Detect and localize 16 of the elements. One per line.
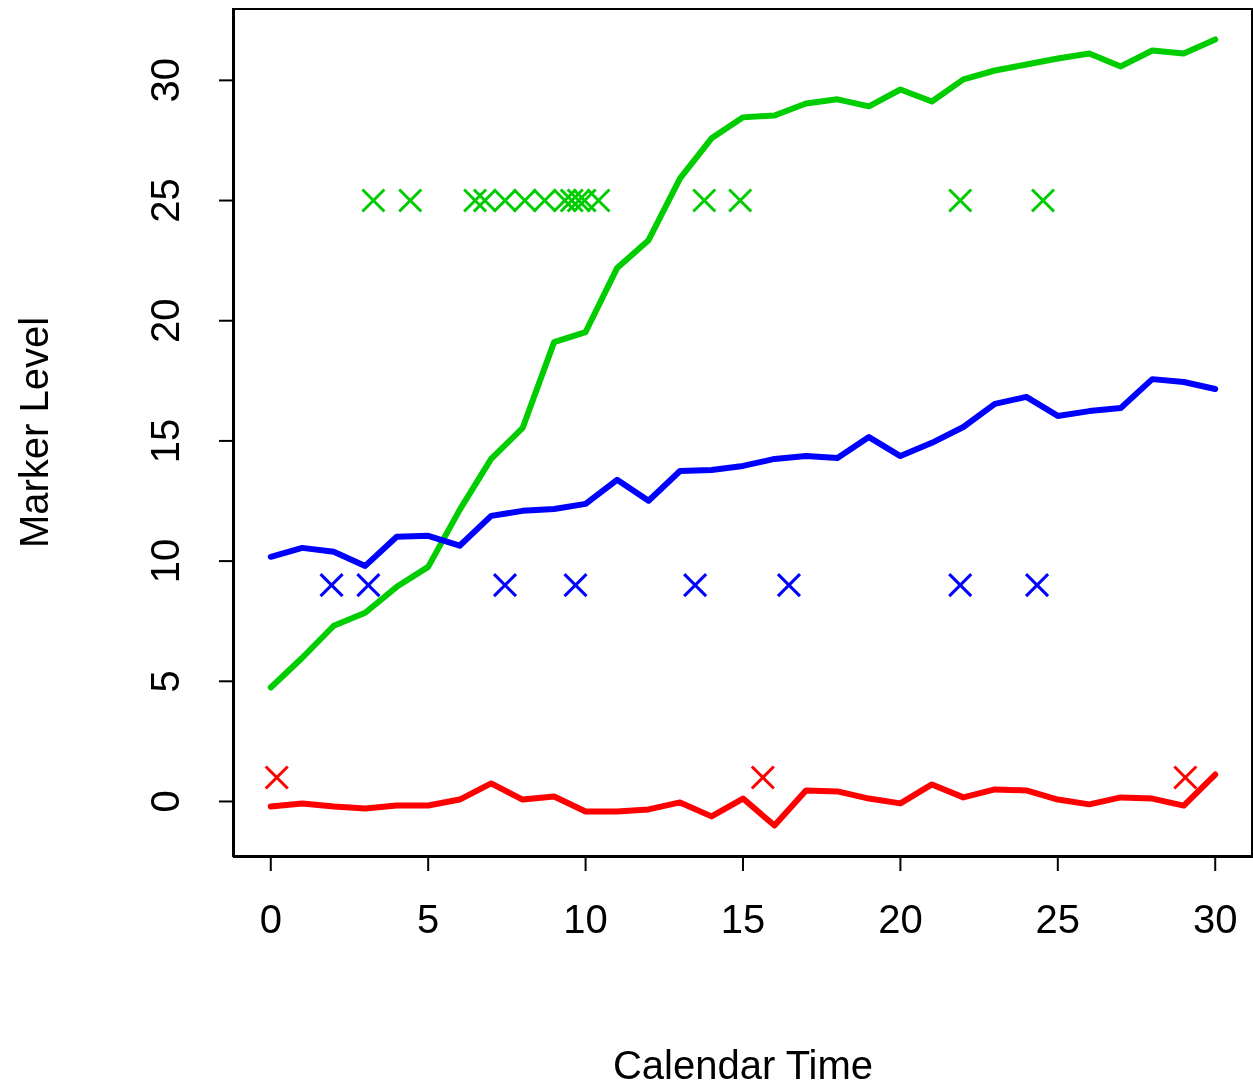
x-tick-label: 30: [1192, 897, 1238, 941]
y-tick-label: 15: [143, 418, 187, 464]
y-tick-label: 10: [143, 538, 187, 584]
x-axis-title: Calendar Time: [612, 1043, 874, 1081]
y-tick-label: 20: [143, 298, 187, 343]
y-tick-label: 25: [143, 178, 187, 223]
x-tick-label: 20: [878, 897, 923, 941]
y-tick-label: 0: [143, 790, 187, 813]
y-tick-label: 30: [143, 58, 187, 103]
x-tick-label: 15: [720, 897, 766, 941]
x-tick-label: 25: [1035, 897, 1081, 941]
x-tick-label: 5: [417, 897, 440, 941]
y-tick-label: 5: [143, 670, 187, 693]
x-tick-label: 0: [259, 897, 282, 941]
y-axis-title: Marker Level: [12, 316, 56, 549]
x-tick-label: 10: [563, 897, 608, 941]
